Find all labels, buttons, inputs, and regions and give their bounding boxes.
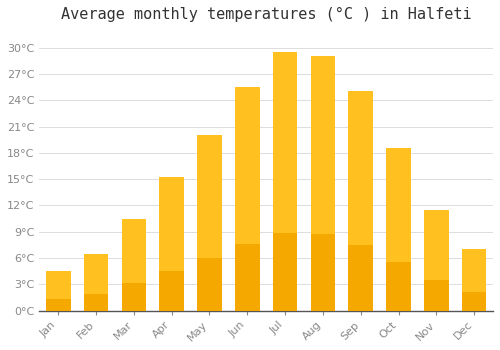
FancyBboxPatch shape — [310, 234, 335, 310]
FancyBboxPatch shape — [386, 262, 411, 310]
Title: Average monthly temperatures (°C ) in Halfeti: Average monthly temperatures (°C ) in Ha… — [61, 7, 472, 22]
FancyBboxPatch shape — [273, 233, 297, 310]
FancyBboxPatch shape — [160, 271, 184, 310]
Bar — [310, 56, 335, 310]
Bar — [462, 249, 486, 310]
Bar — [197, 135, 222, 310]
FancyBboxPatch shape — [46, 299, 70, 310]
FancyBboxPatch shape — [122, 283, 146, 310]
FancyBboxPatch shape — [197, 258, 222, 310]
Bar — [46, 271, 70, 310]
FancyBboxPatch shape — [424, 280, 448, 310]
Bar — [348, 91, 373, 310]
Bar — [273, 52, 297, 310]
FancyBboxPatch shape — [235, 244, 260, 310]
Bar — [122, 218, 146, 310]
Bar — [235, 87, 260, 310]
Bar — [84, 254, 108, 310]
FancyBboxPatch shape — [462, 292, 486, 310]
Bar — [160, 177, 184, 310]
FancyBboxPatch shape — [348, 245, 373, 310]
Bar — [386, 148, 411, 310]
FancyBboxPatch shape — [84, 294, 108, 310]
Bar — [424, 210, 448, 310]
